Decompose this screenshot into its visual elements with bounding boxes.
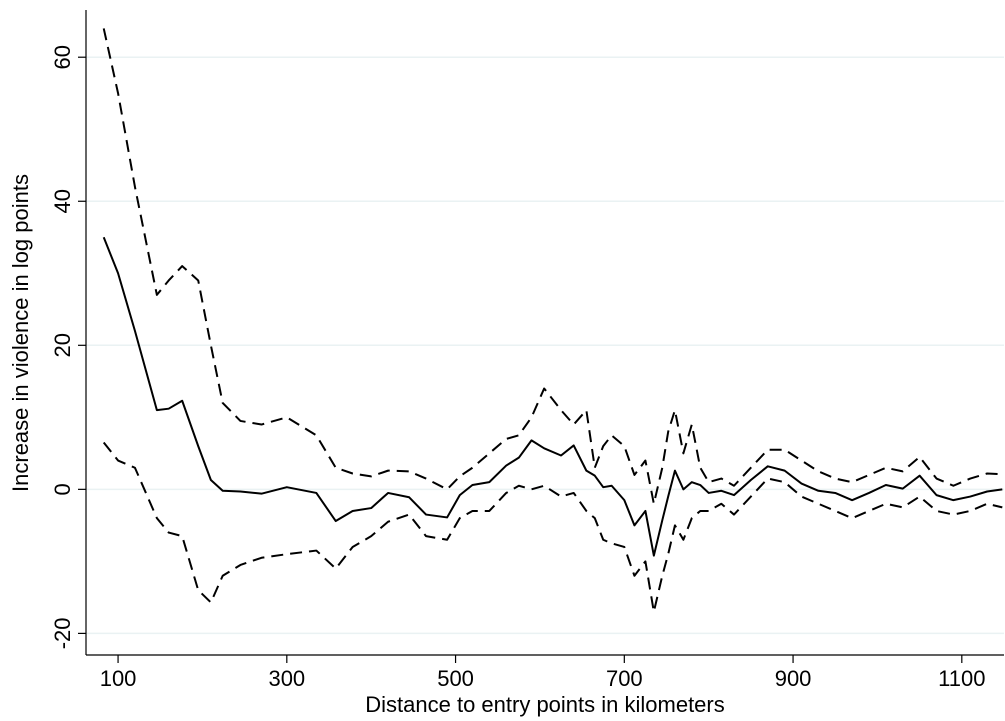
x-tick-label: 300: [268, 666, 305, 691]
y-tick-label: 40: [50, 189, 75, 213]
y-tick-label: -20: [50, 617, 75, 649]
x-axis-title: Distance to entry points in kilometers: [365, 692, 725, 717]
x-tick-label: 500: [437, 666, 474, 691]
estimate-line: [102, 236, 1003, 557]
x-tick-label: 900: [775, 666, 812, 691]
y-tick-label: 60: [50, 45, 75, 69]
y-tick-label: 20: [50, 333, 75, 357]
x-tick-label: 100: [100, 666, 137, 691]
ci-line: [102, 441, 1003, 613]
y-tick-label: 0: [50, 483, 75, 495]
x-tick-label: 700: [606, 666, 643, 691]
ci-line: [102, 28, 1003, 505]
x-tick-label: 1100: [938, 666, 985, 691]
y-axis-title: Increase in violence in log points: [8, 174, 33, 492]
